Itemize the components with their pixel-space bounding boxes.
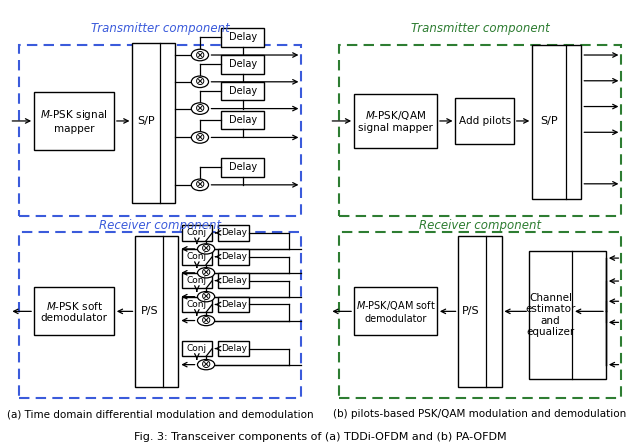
Bar [456, 98, 514, 144]
Circle shape [198, 359, 214, 370]
Bar [458, 236, 502, 387]
Text: Channel
estimator
and
equalizer: Channel estimator and equalizer [525, 293, 576, 337]
Bar [354, 94, 437, 148]
Text: $M$-PSK soft
demodulator: $M$-PSK soft demodulator [40, 300, 108, 323]
Bar [218, 341, 249, 356]
Circle shape [198, 292, 214, 302]
Text: $M$-PSK/QAM
signal mapper: $M$-PSK/QAM signal mapper [358, 109, 433, 133]
Text: Delay: Delay [221, 252, 247, 261]
Text: Conj: Conj [187, 228, 207, 237]
Text: Delay: Delay [229, 162, 257, 172]
Bar [182, 341, 212, 356]
Text: Conj: Conj [187, 252, 207, 261]
Text: Fig. 3: Transceiver components of (a) TDDi-OFDM and (b) PA-OFDM: Fig. 3: Transceiver components of (a) TD… [134, 432, 506, 442]
Text: $M$-PSK/QAM soft
demodulator: $M$-PSK/QAM soft demodulator [356, 299, 435, 323]
Bar [221, 55, 264, 73]
Bar [354, 288, 437, 335]
Text: ⊗: ⊗ [195, 75, 205, 88]
Text: ⊗: ⊗ [195, 102, 205, 115]
Text: P/S: P/S [140, 306, 158, 316]
Bar [529, 251, 606, 379]
Bar [132, 43, 175, 203]
Bar [532, 45, 581, 199]
Bar [19, 45, 301, 216]
Bar [221, 111, 264, 129]
Text: Delay: Delay [221, 228, 247, 237]
Bar [34, 92, 114, 150]
Bar [221, 82, 264, 100]
Text: Delay: Delay [229, 59, 257, 69]
Text: Conj: Conj [187, 276, 207, 285]
Bar [136, 236, 179, 387]
Text: $M$-PSK signal
mapper: $M$-PSK signal mapper [40, 108, 108, 134]
Text: Conj: Conj [187, 300, 207, 309]
Text: Delay: Delay [229, 86, 257, 96]
Text: ⊗: ⊗ [195, 48, 205, 61]
Text: Transmitter component: Transmitter component [91, 22, 229, 35]
Bar [182, 249, 212, 264]
Text: Delay: Delay [221, 300, 247, 309]
Bar [218, 249, 249, 264]
Text: ⊗: ⊗ [195, 178, 205, 191]
Text: Conj: Conj [187, 344, 207, 353]
Text: Transmitter component: Transmitter component [411, 22, 549, 35]
Bar [182, 225, 212, 241]
Text: ⊗: ⊗ [201, 358, 211, 371]
Circle shape [198, 244, 214, 254]
Bar [218, 273, 249, 289]
Text: S/P: S/P [540, 116, 558, 126]
Text: S/P: S/P [138, 116, 155, 126]
Text: P/S: P/S [462, 306, 479, 316]
Bar [339, 45, 621, 216]
Text: Add pilots: Add pilots [458, 116, 511, 126]
Circle shape [191, 132, 209, 143]
Bar [34, 288, 114, 335]
Text: Delay: Delay [221, 344, 247, 353]
Circle shape [191, 49, 209, 61]
Circle shape [191, 179, 209, 190]
Bar [218, 225, 249, 241]
Text: (b) pilots-based PSK/QAM modulation and demodulation: (b) pilots-based PSK/QAM modulation and … [333, 409, 627, 419]
Text: Receiver component: Receiver component [419, 219, 541, 232]
Text: ⊗: ⊗ [201, 266, 211, 279]
Text: ⊗: ⊗ [201, 242, 211, 255]
Text: ⊗: ⊗ [201, 314, 211, 327]
Bar [182, 273, 212, 289]
Text: Delay: Delay [229, 115, 257, 125]
Circle shape [191, 76, 209, 87]
Text: Delay: Delay [229, 33, 257, 43]
Text: Delay: Delay [221, 276, 247, 285]
Bar [221, 158, 264, 177]
Text: (a) Time domain differential modulation and demodulation: (a) Time domain differential modulation … [6, 409, 314, 419]
Circle shape [198, 267, 214, 278]
Bar [182, 297, 212, 312]
Text: Receiver component: Receiver component [99, 219, 221, 232]
Circle shape [191, 103, 209, 114]
Bar [218, 297, 249, 312]
Circle shape [198, 315, 214, 326]
Text: ⊗: ⊗ [195, 131, 205, 144]
Text: ⊗: ⊗ [201, 290, 211, 303]
Bar [221, 28, 264, 47]
